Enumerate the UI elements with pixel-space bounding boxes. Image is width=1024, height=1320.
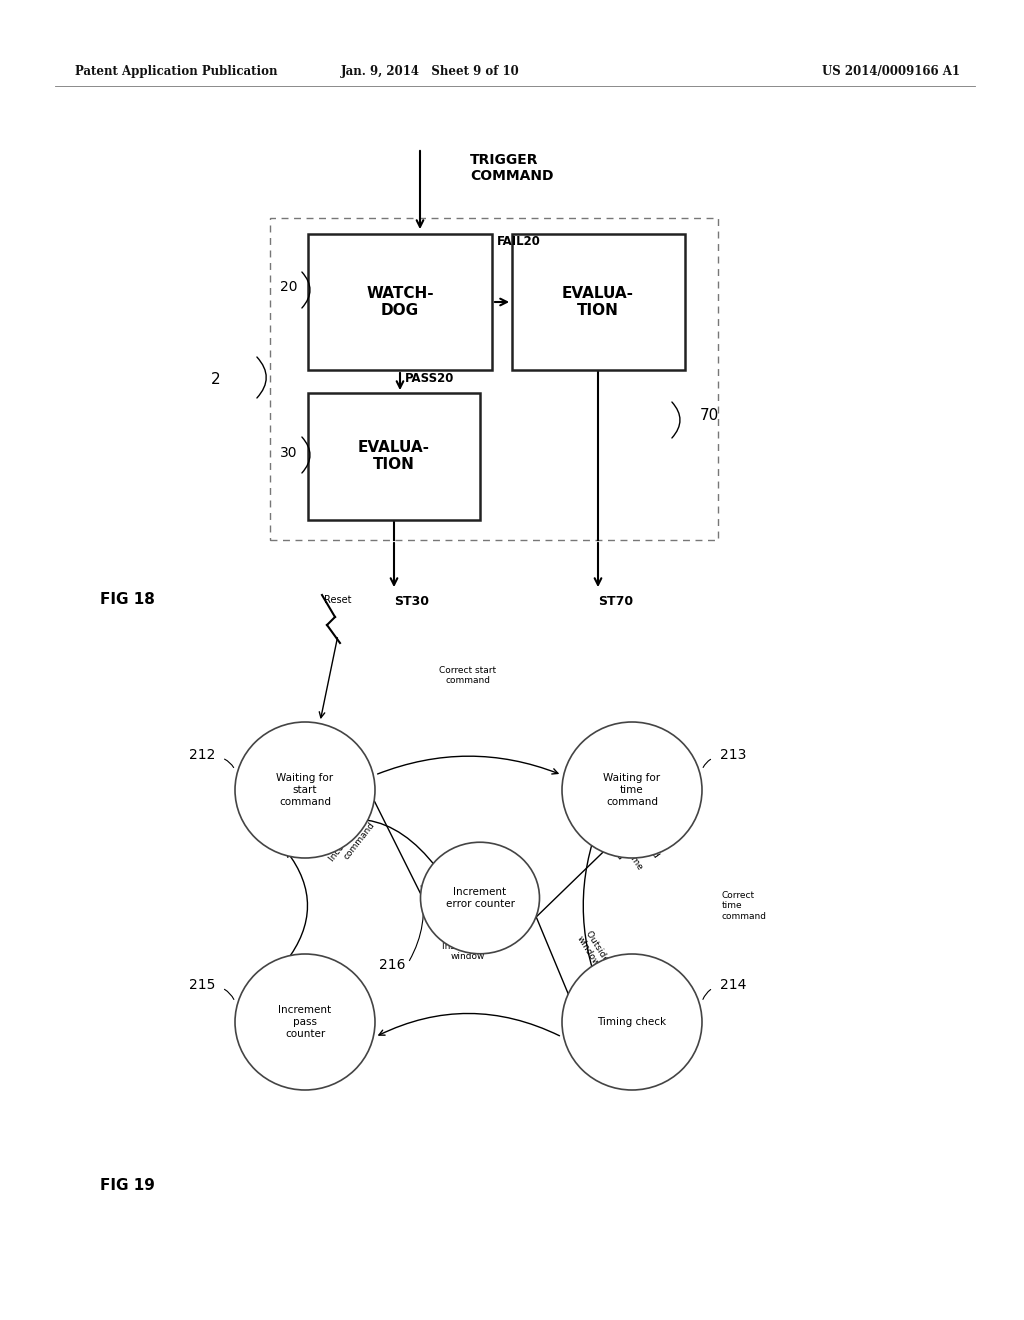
- Text: US 2014/0009166 A1: US 2014/0009166 A1: [822, 66, 961, 78]
- Text: 212: 212: [188, 748, 215, 762]
- Text: 20: 20: [280, 280, 298, 294]
- Text: Incorrect start
command: Incorrect start command: [328, 807, 382, 870]
- Text: EVALUA-
TION: EVALUA- TION: [562, 286, 634, 318]
- Text: Increment
error counter: Increment error counter: [445, 887, 514, 908]
- Text: Reset: Reset: [325, 595, 352, 605]
- Text: 216: 216: [379, 958, 406, 972]
- Text: FIG 18: FIG 18: [100, 593, 155, 607]
- Text: ST70: ST70: [598, 595, 633, 609]
- Text: 2: 2: [210, 372, 220, 388]
- Text: Inside open
window: Inside open window: [441, 942, 495, 961]
- Text: 214: 214: [720, 978, 746, 993]
- Text: FIG 19: FIG 19: [100, 1177, 155, 1192]
- Text: WATCH-
DOG: WATCH- DOG: [367, 286, 434, 318]
- Text: Waiting for
start
command: Waiting for start command: [276, 774, 334, 807]
- Text: Patent Application Publication: Patent Application Publication: [75, 66, 278, 78]
- Text: 215: 215: [188, 978, 215, 993]
- Text: 30: 30: [280, 446, 298, 459]
- Text: EVALUA-
TION: EVALUA- TION: [358, 440, 430, 473]
- Ellipse shape: [562, 722, 702, 858]
- FancyBboxPatch shape: [308, 393, 480, 520]
- Text: Outside open
window: Outside open window: [575, 929, 624, 991]
- Text: PASS20: PASS20: [406, 372, 455, 385]
- Ellipse shape: [562, 954, 702, 1090]
- Text: Correct
time
command: Correct time command: [722, 891, 767, 921]
- Ellipse shape: [234, 954, 375, 1090]
- Ellipse shape: [234, 722, 375, 858]
- Text: TRIGGER
COMMAND: TRIGGER COMMAND: [470, 153, 554, 183]
- Ellipse shape: [421, 842, 540, 954]
- Text: 213: 213: [720, 748, 746, 762]
- Text: Waiting for
time
command: Waiting for time command: [603, 774, 660, 807]
- Text: FAIL20: FAIL20: [497, 235, 541, 248]
- Text: 70: 70: [700, 408, 719, 422]
- Text: Timing check: Timing check: [597, 1016, 667, 1027]
- FancyBboxPatch shape: [308, 234, 492, 370]
- Text: ST30: ST30: [394, 595, 429, 609]
- Text: Increment
pass
counter: Increment pass counter: [279, 1006, 332, 1039]
- Text: Timer expired
OR
Incorrect time
command: Timer expired OR Incorrect time command: [592, 803, 662, 878]
- FancyBboxPatch shape: [512, 234, 685, 370]
- Text: Jan. 9, 2014   Sheet 9 of 10: Jan. 9, 2014 Sheet 9 of 10: [341, 66, 519, 78]
- Text: Correct start
command: Correct start command: [439, 665, 497, 685]
